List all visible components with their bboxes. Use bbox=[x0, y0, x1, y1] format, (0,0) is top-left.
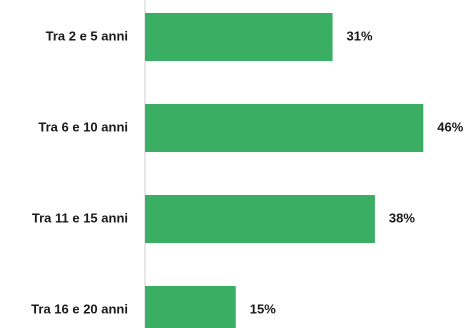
category-label-1: Tra 2 e 5 anni bbox=[46, 28, 128, 43]
value-label-4: 15% bbox=[250, 301, 276, 316]
bar-1 bbox=[145, 13, 333, 61]
bar-2 bbox=[145, 104, 424, 152]
value-label-3: 38% bbox=[389, 210, 415, 225]
category-label-4: Tra 16 e 20 anni bbox=[31, 301, 128, 316]
value-label-2: 46% bbox=[437, 119, 463, 134]
bar-4 bbox=[145, 286, 236, 328]
category-label-2: Tra 6 e 10 anni bbox=[38, 119, 128, 134]
bar-3 bbox=[145, 195, 375, 243]
category-label-3: Tra 11 e 15 anni bbox=[32, 210, 128, 225]
labels-layer: Tra 2 e 5 anni 31% Tra 6 e 10 anni 46% Tra 1… bbox=[31, 28, 464, 316]
bars-layer bbox=[145, 13, 424, 328]
value-label-1: 31% bbox=[347, 28, 373, 43]
